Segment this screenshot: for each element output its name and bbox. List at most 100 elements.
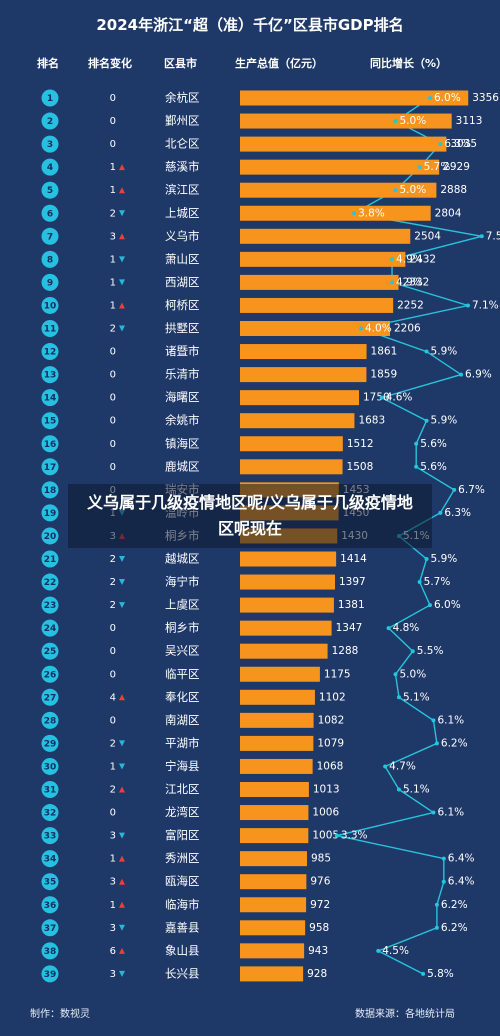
district-name: 柯桥区 [165, 298, 200, 312]
gdp-value-label: 1005 [312, 830, 339, 842]
rank-circle [41, 711, 59, 729]
growth-point [452, 487, 457, 492]
up-arrow-icon [119, 901, 125, 908]
growth-label: 7.5% [486, 230, 500, 242]
up-arrow-icon [119, 164, 125, 171]
gdp-value-label: 2504 [414, 230, 441, 242]
growth-label: 5.0% [400, 184, 427, 196]
rank-change-value: 2 [110, 208, 116, 219]
rank-circle [41, 804, 59, 822]
district-name: 拱墅区 [165, 321, 200, 335]
rank-circle [41, 527, 59, 545]
growth-point [379, 395, 384, 400]
header-change: 排名变化 [88, 57, 132, 70]
rank-number: 23 [44, 601, 57, 611]
growth-point [424, 557, 429, 561]
rank-number: 13 [44, 371, 57, 381]
gdp-value-label: 1102 [319, 691, 346, 703]
gdp-bar [240, 620, 332, 636]
rank-change-value: 2 [110, 324, 116, 335]
rank-circle [41, 458, 59, 476]
rank-change-value: 2 [110, 738, 116, 749]
rank-change-value: 1 [110, 254, 116, 265]
gdp-bar [240, 689, 315, 705]
gdp-bar [240, 90, 469, 106]
district-name: 余杭区 [165, 91, 200, 105]
district-name: 桐乡市 [165, 621, 200, 635]
growth-label: 6.3% [444, 507, 471, 519]
district-name: 平湖市 [165, 736, 200, 750]
rank-change-value: 0 [110, 347, 116, 358]
gdp-bar [240, 851, 307, 867]
growth-label: 6.0% [434, 92, 461, 104]
gdp-bar [240, 735, 314, 751]
growth-label: 3.3% [341, 830, 368, 842]
growth-label: 5.6% [420, 461, 447, 473]
gdp-bar [240, 297, 394, 313]
down-arrow-icon [119, 832, 125, 839]
growth-label: 6.1% [437, 807, 464, 819]
gdp-value-label: 943 [308, 945, 328, 957]
rank-number: 9 [47, 278, 53, 288]
gdp-bar [240, 344, 367, 360]
gdp-bar [240, 321, 391, 336]
growth-label: 6.0% [434, 599, 461, 611]
rank-number: 32 [44, 809, 57, 819]
gdp-bar [240, 113, 452, 129]
gdp-value-label: 976 [310, 876, 330, 888]
gdp-bar [240, 758, 313, 774]
gdp-value-label: 3113 [456, 115, 483, 127]
rank-change-value: 0 [110, 462, 116, 473]
growth-label: 5.8% [427, 968, 454, 980]
up-arrow-icon [119, 878, 125, 885]
rank-number: 33 [44, 832, 57, 842]
district-name: 鄞州区 [165, 114, 200, 128]
down-arrow-icon [119, 556, 125, 562]
gdp-value-label: 2888 [440, 184, 467, 196]
district-name: 宁海县 [165, 759, 200, 773]
down-arrow-icon [119, 210, 125, 217]
rank-number: 39 [44, 970, 57, 980]
growth-label: 6.7% [458, 484, 485, 496]
gdp-bar [240, 920, 306, 936]
growth-point [434, 902, 439, 907]
growth-point [434, 741, 439, 746]
gdp-value-label: 958 [309, 922, 329, 934]
growth-point [421, 971, 426, 976]
rank-circle [41, 204, 59, 222]
district-name: 余姚市 [165, 413, 200, 427]
rank-change-value: 2 [110, 785, 116, 796]
down-arrow-icon [119, 740, 125, 747]
district-name: 诸暨市 [165, 344, 200, 358]
growth-label: 5.5% [417, 645, 444, 657]
header-gdp: 生产总值（亿元） [235, 57, 323, 70]
chart-title: 2024年浙江“超（准）千亿”区县市GDP排名 [96, 16, 404, 34]
rank-number: 14 [44, 394, 57, 404]
rank-change-value: 1 [110, 761, 116, 772]
gdp-bar [240, 136, 447, 152]
rank-number: 5 [47, 186, 53, 196]
growth-point [441, 879, 446, 884]
growth-label: 5.0% [400, 668, 427, 680]
up-arrow-icon [119, 187, 125, 194]
up-arrow-icon [119, 947, 125, 954]
growth-point [396, 787, 401, 792]
rank-change-value: 0 [110, 439, 116, 450]
rank-circle [41, 227, 59, 245]
rank-circle [41, 89, 59, 107]
growth-label: 5.7% [424, 161, 451, 173]
gdp-bar [240, 228, 411, 244]
rank-circle [41, 827, 59, 845]
growth-point [434, 925, 439, 930]
gdp-value-label: 1082 [318, 714, 345, 726]
gdp-bar [240, 205, 431, 221]
rank-circle [41, 135, 59, 153]
gdp-value-label: 3035 [450, 138, 477, 150]
growth-point [479, 234, 484, 239]
footer-maker: 制作：数视灵 [30, 1009, 90, 1020]
rank-change-value: 2 [110, 577, 116, 588]
gdp-bar [240, 643, 328, 659]
rank-number: 10 [44, 301, 57, 311]
district-name: 临平区 [165, 667, 200, 681]
growth-label: 6.3% [444, 138, 471, 150]
